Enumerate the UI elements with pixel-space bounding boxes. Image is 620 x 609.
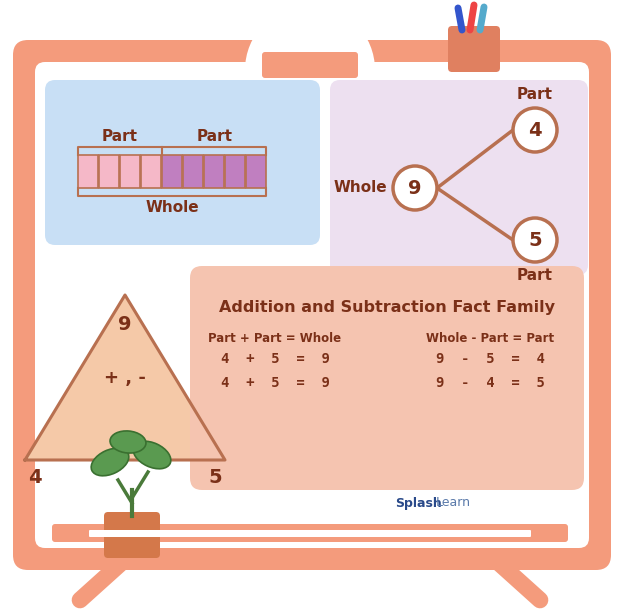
- Text: Splash: Splash: [395, 496, 441, 510]
- FancyBboxPatch shape: [204, 155, 224, 188]
- Ellipse shape: [110, 431, 146, 453]
- Text: Whole: Whole: [145, 200, 199, 215]
- Text: Part + Part = Whole: Part + Part = Whole: [208, 332, 342, 345]
- Text: Whole: Whole: [334, 180, 387, 195]
- Text: Part: Part: [197, 129, 232, 144]
- Text: + , -: + , -: [104, 368, 146, 387]
- Text: 9  -  5  =  4: 9 - 5 = 4: [436, 352, 544, 366]
- Text: 5: 5: [208, 468, 222, 487]
- Text: 4: 4: [28, 468, 42, 487]
- FancyBboxPatch shape: [262, 52, 358, 78]
- Text: 9  -  4  =  5: 9 - 4 = 5: [436, 376, 544, 390]
- FancyBboxPatch shape: [162, 155, 182, 188]
- Text: 9: 9: [408, 178, 422, 197]
- Text: 9: 9: [118, 315, 131, 334]
- Text: Part: Part: [517, 268, 553, 283]
- Text: 4  +  5  =  9: 4 + 5 = 9: [221, 376, 329, 390]
- FancyBboxPatch shape: [120, 155, 140, 188]
- Polygon shape: [25, 295, 225, 460]
- Text: Addition and Subtraction Fact Family: Addition and Subtraction Fact Family: [219, 300, 555, 315]
- FancyBboxPatch shape: [78, 155, 98, 188]
- FancyBboxPatch shape: [89, 530, 531, 537]
- Text: Learn: Learn: [436, 496, 471, 510]
- FancyBboxPatch shape: [52, 524, 568, 542]
- Ellipse shape: [133, 442, 171, 469]
- FancyBboxPatch shape: [35, 62, 589, 548]
- Text: Whole - Part = Part: Whole - Part = Part: [426, 332, 554, 345]
- Circle shape: [513, 108, 557, 152]
- FancyBboxPatch shape: [99, 155, 119, 188]
- Wedge shape: [245, 5, 375, 70]
- Text: Part: Part: [102, 129, 138, 144]
- Text: 5: 5: [528, 230, 542, 250]
- Circle shape: [393, 166, 437, 210]
- Text: Part: Part: [517, 87, 553, 102]
- Text: 4: 4: [528, 121, 542, 139]
- FancyBboxPatch shape: [141, 155, 161, 188]
- FancyBboxPatch shape: [104, 512, 160, 558]
- FancyBboxPatch shape: [13, 40, 611, 570]
- Text: 4  +  5  =  9: 4 + 5 = 9: [221, 352, 329, 366]
- Ellipse shape: [91, 448, 129, 476]
- Circle shape: [513, 218, 557, 262]
- FancyBboxPatch shape: [183, 155, 203, 188]
- FancyBboxPatch shape: [246, 155, 266, 188]
- FancyBboxPatch shape: [190, 266, 584, 490]
- FancyBboxPatch shape: [448, 26, 500, 72]
- FancyBboxPatch shape: [225, 155, 245, 188]
- FancyBboxPatch shape: [330, 80, 588, 275]
- FancyBboxPatch shape: [45, 80, 320, 245]
